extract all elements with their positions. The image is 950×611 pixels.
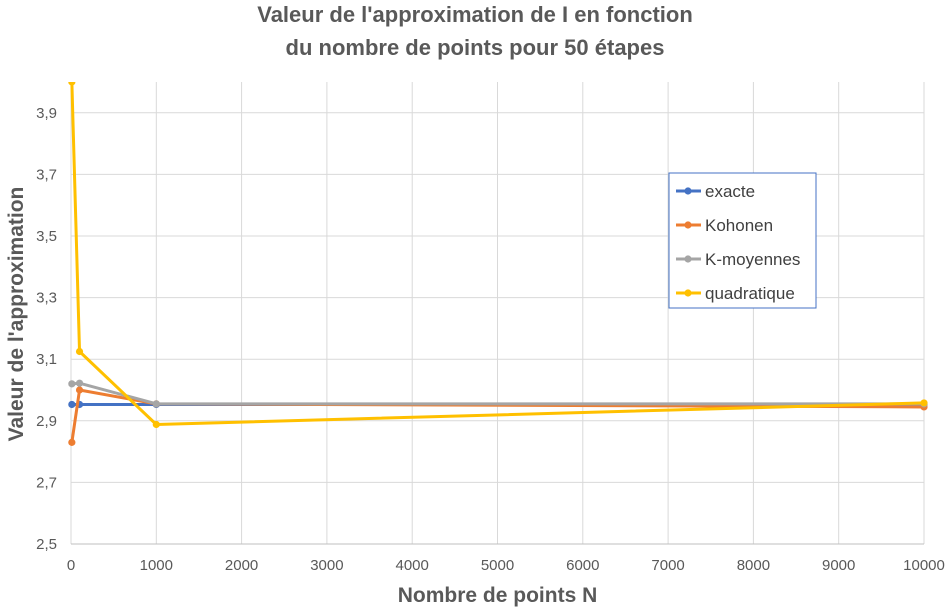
y-tick-label: 3,5 (36, 228, 57, 245)
y-axis-label: Valeur de l'approximation (5, 186, 28, 442)
y-tick-label: 2,5 (36, 536, 57, 553)
data-point-k-moyennes (152, 400, 160, 408)
x-tick-label: 3000 (310, 557, 343, 574)
chart-title-line-1: Valeur de l'approximation de I en foncti… (257, 2, 693, 27)
legend-label-quadratique: quadratique (705, 284, 795, 303)
legend: exacte Kohonen K-moyennes quadratique (668, 172, 817, 309)
series-line-k-moyennes (71, 381, 924, 406)
series-line-quadratique (70, 82, 925, 426)
series-lines (68, 82, 928, 446)
gridlines (70, 82, 925, 545)
y-tick-label: 3,7 (36, 166, 57, 183)
x-tick-label: 2000 (225, 557, 258, 574)
legend-label-kohonen: Kohonen (705, 216, 773, 235)
y-tick-label: 2,7 (36, 474, 57, 491)
chart-title-line-2: du nombre de points pour 50 étapes (285, 35, 665, 60)
legend-label-k-moyennes: K-moyennes (705, 250, 800, 269)
x-tick-label: 1000 (140, 557, 173, 574)
legend-box (668, 172, 817, 309)
y-tick-label: 3,9 (36, 105, 57, 122)
y-tick-label: 2,9 (36, 413, 57, 430)
data-point-kohonen (68, 438, 76, 446)
x-tick-label: 8000 (737, 557, 770, 574)
data-point-kohonen (75, 386, 84, 394)
legend-label-exacte: exacte (705, 182, 755, 201)
data-point-k-moyennes (68, 380, 76, 388)
data-point-quadratique (152, 420, 160, 429)
data-point-quadratique (75, 347, 84, 356)
x-tick-label: 4000 (396, 557, 429, 574)
tick-labels: 0 1000 2000 3000 4000 5000 6000 7000 8000 9000 100… (36, 105, 945, 574)
x-tick-label: 0 (67, 557, 75, 574)
series-clip-group (68, 82, 928, 446)
legend-marker-k-moyennes (684, 255, 692, 263)
data-point-quadratique (920, 399, 928, 407)
x-tick-label: 10000 (903, 557, 945, 574)
x-tick-label: 5000 (481, 557, 514, 574)
legend-marker-quadratique (684, 289, 692, 297)
legend-marker-exacte (684, 187, 692, 195)
y-tick-label: 3,3 (36, 290, 57, 307)
x-axis-label: Nombre de points N (397, 584, 598, 607)
x-tick-label: 9000 (822, 557, 855, 574)
legend-marker-kohonen (684, 221, 692, 229)
data-point-exacte (68, 400, 76, 409)
data-point-k-moyennes (75, 379, 84, 387)
series-line-kohonen (70, 388, 925, 443)
y-tick-label: 3,1 (36, 351, 57, 368)
x-tick-label: 6000 (566, 557, 599, 574)
data-point-quadratique (68, 82, 76, 86)
x-tick-label: 7000 (651, 557, 684, 574)
